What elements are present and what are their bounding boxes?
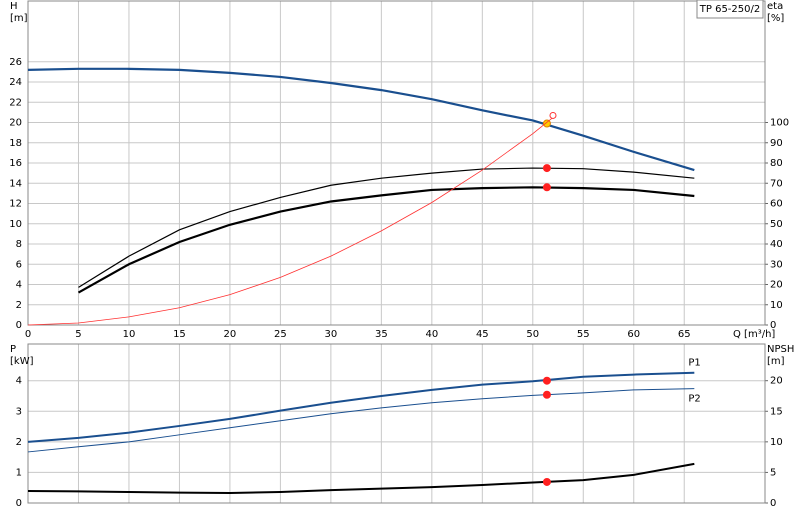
- y2-tick-label: 100: [770, 118, 789, 129]
- duty-point: [542, 477, 551, 486]
- y2-axis-label: [m]: [767, 356, 785, 367]
- duty-point: [542, 376, 551, 385]
- series-line: [77, 186, 695, 294]
- series-line: [27, 67, 695, 172]
- y2-tick-label: 10: [770, 437, 783, 448]
- duty-point: [542, 164, 551, 173]
- plot-frame: [27, 343, 766, 504]
- duty-point: [542, 390, 551, 399]
- y2-tick-label: 80: [770, 158, 783, 169]
- y2-axis-label: NPSH: [767, 344, 794, 355]
- y-axis-label: [kW]: [10, 356, 34, 367]
- x-tick-label: 40: [425, 329, 438, 340]
- y-tick-label: 2: [16, 437, 22, 448]
- y2-tick-label: 0: [770, 320, 776, 331]
- y2-tick-label: 0: [770, 498, 776, 509]
- y2-tick-label: 70: [770, 178, 783, 189]
- series-line: [27, 371, 695, 443]
- y2-tick-label: 30: [770, 259, 783, 270]
- end-marker: [549, 111, 557, 119]
- y-tick-label: 4: [16, 376, 22, 387]
- y2-tick-label: 50: [770, 219, 783, 230]
- series-line: [27, 388, 695, 453]
- y-axis-label: [m]: [10, 13, 28, 24]
- y-tick-label: 1: [16, 467, 22, 478]
- y-tick-label: 14: [9, 178, 22, 189]
- x-tick-label: 10: [123, 329, 136, 340]
- series-line: [78, 167, 695, 288]
- x-tick-label: 30: [325, 329, 338, 340]
- y2-tick-label: 5: [770, 467, 776, 478]
- x-tick-label: 55: [577, 329, 590, 340]
- y-tick-label: 18: [9, 138, 22, 149]
- y-tick-label: 24: [9, 77, 22, 88]
- y-axis-label: P: [10, 344, 16, 355]
- y-tick-label: 2: [16, 300, 22, 311]
- y-tick-label: 0: [16, 498, 22, 509]
- x-axis-label: Q [m³/h]: [733, 329, 775, 340]
- x-tick-label: 15: [173, 329, 186, 340]
- x-tick-label: 5: [75, 329, 81, 340]
- series-line: [27, 117, 554, 326]
- plot-frame: [27, 0, 766, 326]
- x-tick-label: 45: [476, 329, 489, 340]
- series-label: P1: [688, 358, 700, 369]
- y-tick-label: 12: [9, 199, 22, 210]
- y2-tick-label: 20: [770, 376, 783, 387]
- x-tick-label: 20: [224, 329, 237, 340]
- y-tick-label: 20: [9, 118, 22, 129]
- y-tick-label: 26: [9, 57, 22, 68]
- y2-tick-label: 20: [770, 280, 783, 291]
- y2-tick-label: 90: [770, 138, 783, 149]
- y-tick-label: 0: [16, 320, 22, 331]
- y2-tick-label: 60: [770, 199, 783, 210]
- y-axis-label: H: [10, 1, 18, 12]
- duty-point: [542, 183, 551, 192]
- y-tick-label: 4: [16, 280, 22, 291]
- y-tick-label: 8: [16, 239, 22, 250]
- y-tick-label: 16: [9, 158, 22, 169]
- y2-tick-label: 15: [770, 406, 783, 417]
- y2-tick-label: 40: [770, 239, 783, 250]
- chart-title: TP 65-250/2: [699, 4, 760, 15]
- y-tick-label: 10: [9, 219, 22, 230]
- x-tick-label: 65: [678, 329, 691, 340]
- x-tick-label: 35: [375, 329, 388, 340]
- y-tick-label: 22: [9, 97, 22, 108]
- y-tick-label: 3: [16, 406, 22, 417]
- title-box: [696, 0, 764, 19]
- x-tick-label: 25: [274, 329, 287, 340]
- series-line: [27, 462, 695, 494]
- x-tick-label: 60: [627, 329, 640, 340]
- series-label: P2: [688, 394, 700, 405]
- y2-tick-label: 10: [770, 300, 783, 311]
- x-tick-label: 50: [526, 329, 539, 340]
- duty-point: [542, 119, 551, 128]
- y2-axis-label: [%]: [767, 13, 784, 24]
- y2-axis-label: eta: [767, 1, 783, 12]
- x-tick-label: 0: [25, 329, 31, 340]
- y-tick-label: 6: [16, 259, 22, 270]
